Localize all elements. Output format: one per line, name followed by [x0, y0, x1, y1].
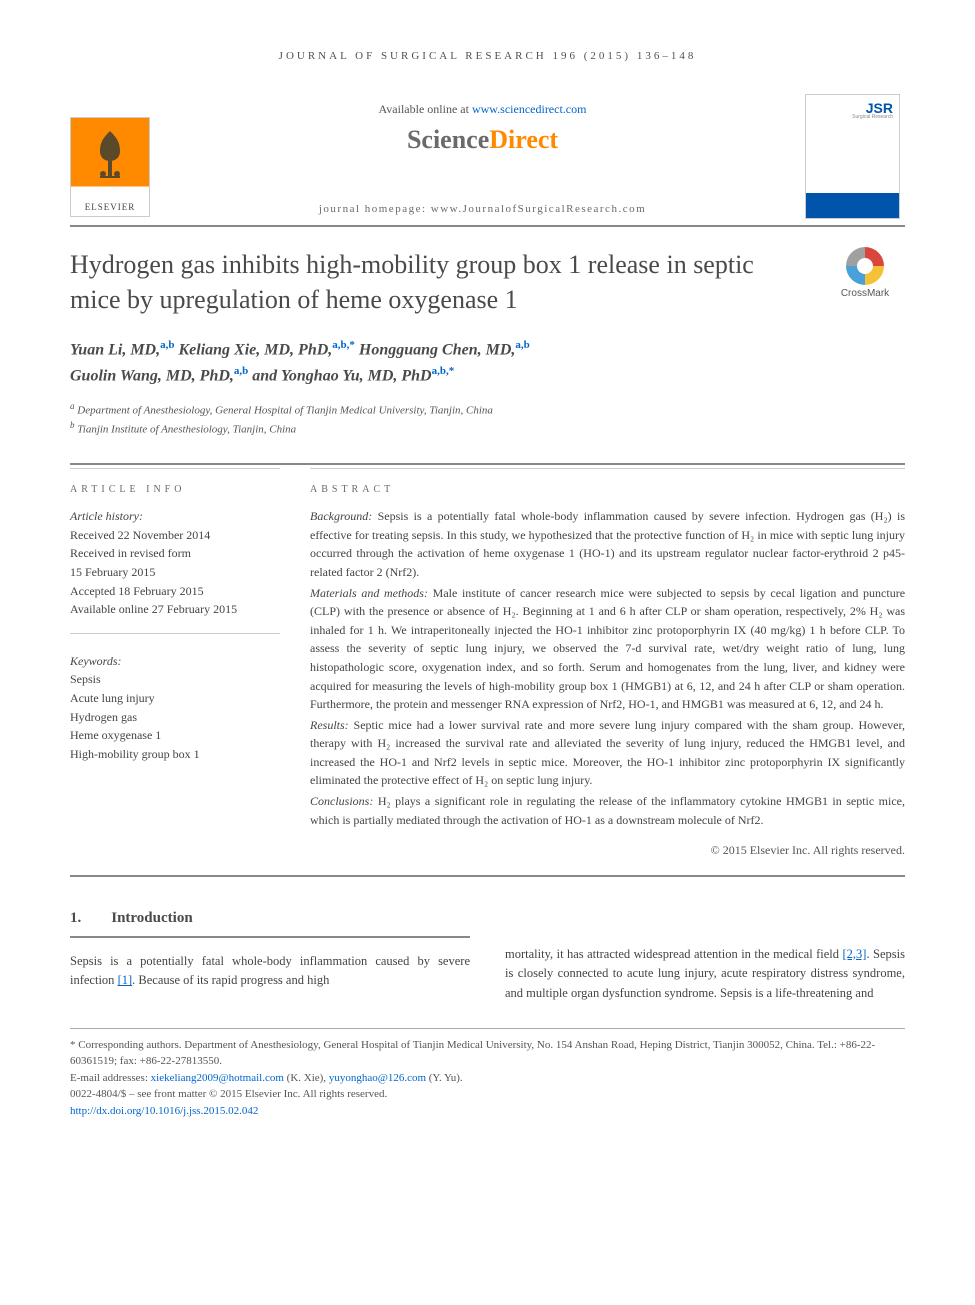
affiliations: a Department of Anesthesiology, General …: [70, 400, 905, 438]
article-title: Hydrogen gas inhibits high-mobility grou…: [70, 247, 805, 317]
elsevier-wordmark: ELSEVIER: [85, 202, 136, 212]
article-info-label: ARTICLE INFO: [70, 484, 280, 495]
keyword: Heme oxygenase 1: [70, 726, 280, 745]
journal-cover-thumbnail: JSR Surgical Research: [805, 94, 900, 219]
journal-homepage-text: journal homepage: www.JournalofSurgicalR…: [170, 203, 795, 215]
elsevier-logo: ELSEVIER: [70, 117, 150, 217]
keyword: High-mobility group box 1: [70, 745, 280, 764]
sciencedirect-link[interactable]: www.sciencedirect.com: [472, 102, 587, 116]
elsevier-tree-icon: [85, 126, 135, 181]
corresponding-footer: * Corresponding authors. Department of A…: [70, 1028, 905, 1120]
email-link[interactable]: xiekeliang2009@hotmail.com: [151, 1072, 284, 1084]
citation-link[interactable]: [2,3]: [843, 947, 867, 961]
keyword: Hydrogen gas: [70, 708, 280, 727]
copyright-line: © 2015 Elsevier Inc. All rights reserved…: [310, 841, 905, 860]
article-history: Article history: Received 22 November 20…: [70, 507, 280, 634]
section-heading-introduction: 1.Introduction: [70, 907, 470, 938]
keyword: Acute lung injury: [70, 689, 280, 708]
sciencedirect-logo: ScienceDirect: [170, 125, 795, 155]
doi-link[interactable]: http://dx.doi.org/10.1016/j.jss.2015.02.…: [70, 1105, 258, 1117]
abstract-label: ABSTRACT: [310, 484, 905, 495]
available-online-text: Available online at www.sciencedirect.co…: [170, 102, 795, 117]
keywords-block: Keywords: Sepsis Acute lung injury Hydro…: [70, 652, 280, 764]
crossmark-label: CrossMark: [825, 288, 905, 299]
email-line: E-mail addresses: xiekeliang2009@hotmail…: [70, 1070, 905, 1087]
publisher-header: ELSEVIER Available online at www.science…: [70, 87, 905, 227]
email-link[interactable]: yuyonghao@126.com: [329, 1072, 426, 1084]
crossmark-badge[interactable]: CrossMark: [825, 247, 905, 299]
keyword: Sepsis: [70, 670, 280, 689]
issn-line: 0022-4804/$ – see front matter © 2015 El…: [70, 1086, 905, 1103]
abstract-text: Background: Sepsis is a potentially fata…: [310, 507, 905, 860]
journal-running-header: JOURNAL OF SURGICAL RESEARCH 196 (2015) …: [70, 50, 905, 62]
author-list: Yuan Li, MD,a,b Keliang Xie, MD, PhD,a,b…: [70, 337, 905, 388]
corresponding-authors: * Corresponding authors. Department of A…: [70, 1037, 905, 1070]
body-text: 1.Introduction Sepsis is a potentially f…: [70, 907, 905, 1003]
citation-link[interactable]: [1]: [118, 973, 133, 987]
crossmark-icon: [846, 247, 884, 285]
